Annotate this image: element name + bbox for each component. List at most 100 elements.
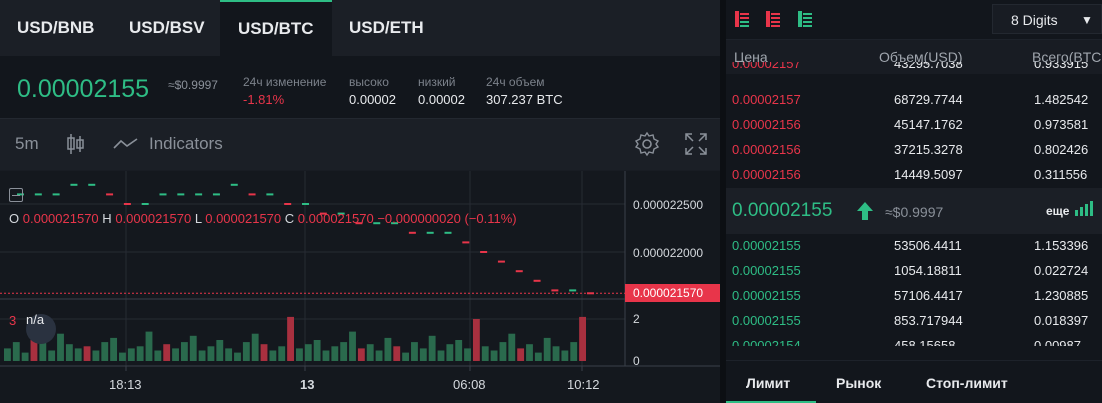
price-candle bbox=[17, 193, 24, 196]
volume-bar bbox=[30, 335, 38, 361]
volume-bar bbox=[375, 350, 383, 361]
panel-divider[interactable] bbox=[720, 0, 726, 403]
more-link[interactable]: еще bbox=[1046, 204, 1070, 218]
interval-button[interactable]: 5m bbox=[15, 134, 39, 153]
settings-icon[interactable] bbox=[634, 131, 660, 162]
ask-row[interactable]: 0.00002156 14449.5097 0.311556 bbox=[726, 163, 1102, 188]
price-candle bbox=[248, 193, 256, 196]
price-candle bbox=[587, 292, 594, 295]
bid-row[interactable]: 0.00002155 853.717944 0.018397 bbox=[726, 309, 1102, 334]
volume-bar bbox=[570, 342, 578, 361]
chart-toolbar: 5m Indicators bbox=[0, 118, 720, 170]
orderbook-toolbar: 8 Digits ▼ bbox=[726, 0, 1102, 40]
orderbook-bids-icon[interactable] bbox=[798, 11, 812, 27]
ask-row[interactable]: 0.00002156 45147.1762 0.973581 bbox=[726, 113, 1102, 138]
candle-type-icon[interactable] bbox=[66, 132, 86, 161]
bid-row[interactable]: 0.00002154 458.15658 0.00987 bbox=[726, 334, 1102, 346]
volume-bar bbox=[48, 350, 56, 361]
orderbook-both-icon[interactable] bbox=[735, 11, 749, 27]
volume-bar bbox=[101, 342, 109, 361]
volume-bar bbox=[419, 348, 427, 361]
volume-bar bbox=[411, 342, 418, 361]
ask-row[interactable]: 0.00002157 43295.7038 0.933915 bbox=[726, 62, 1102, 76]
volume-bar bbox=[428, 335, 436, 361]
price-candle bbox=[159, 193, 167, 196]
col-volume: Объем(USD) bbox=[879, 49, 963, 65]
ask-volume: 68729.7744 bbox=[894, 92, 963, 107]
bid-total: 0.022724 bbox=[1034, 263, 1089, 278]
bid-row[interactable]: 0.00002155 57106.4417 1.230885 bbox=[726, 284, 1102, 309]
volume-bar bbox=[216, 340, 224, 361]
x-axis-label: 06:08 bbox=[453, 377, 486, 392]
collapse-legend-button[interactable] bbox=[9, 188, 23, 202]
signal-bars-icon[interactable] bbox=[1075, 200, 1097, 221]
ask-price: 0.00002157 bbox=[732, 62, 801, 71]
volume-bar bbox=[366, 344, 374, 361]
price-candle bbox=[355, 222, 363, 225]
fullscreen-icon[interactable] bbox=[684, 132, 708, 161]
price-candle bbox=[212, 193, 220, 196]
price-candle bbox=[88, 183, 96, 186]
volume-bar bbox=[446, 344, 454, 361]
stat-low: низкий 0.00002 bbox=[418, 75, 465, 107]
bid-price: 0.00002155 bbox=[732, 288, 801, 303]
tab-limit[interactable]: Лимит bbox=[746, 375, 791, 391]
price-candle bbox=[34, 193, 42, 196]
volume-bar bbox=[304, 344, 312, 361]
indicators-icon[interactable] bbox=[113, 137, 139, 156]
low-label: низкий bbox=[418, 75, 456, 89]
volume-bar bbox=[154, 350, 162, 361]
bid-row[interactable]: 0.00002155 53506.4411 1.153396 bbox=[726, 234, 1102, 259]
bid-total: 1.153396 bbox=[1034, 238, 1089, 253]
tab-stop-limit[interactable]: Стоп-лимит bbox=[926, 375, 1008, 391]
volume-bar bbox=[331, 346, 339, 361]
volume-bar bbox=[21, 352, 29, 361]
price-candle bbox=[569, 289, 577, 292]
stat-volume: 24ч объем 307.237 BTC bbox=[486, 75, 563, 107]
ohlc-h-value: 0.000021570 bbox=[115, 211, 192, 226]
volume-value: 307.237 BTC bbox=[486, 92, 563, 107]
volume-bar bbox=[207, 346, 215, 361]
ohlc-c-value: 0.000021570 bbox=[297, 211, 374, 226]
price-candle bbox=[373, 222, 381, 225]
ask-row[interactable]: 0.00002156 37215.3278 0.802426 bbox=[726, 138, 1102, 163]
digits-select[interactable]: 8 Digits ▼ bbox=[992, 4, 1102, 34]
volume-bar bbox=[278, 346, 286, 361]
orderbook-asks-icon[interactable] bbox=[766, 11, 780, 27]
digits-select-value: 8 Digits bbox=[1011, 12, 1058, 28]
volume-bar bbox=[39, 340, 47, 361]
price-chart[interactable]: O 0.000021570 H 0.000021570 L 0.00002157… bbox=[0, 171, 720, 403]
col-total: Всего(BTC bbox=[1032, 49, 1102, 65]
volume-bar bbox=[172, 348, 179, 361]
volume-bar bbox=[145, 331, 153, 361]
ask-price: 0.00002157 bbox=[732, 92, 801, 107]
price-candle bbox=[551, 289, 559, 292]
bid-total: 1.230885 bbox=[1034, 288, 1089, 303]
indicators-button[interactable]: Indicators bbox=[149, 134, 223, 153]
volume-bar bbox=[251, 333, 259, 361]
ohlc-h-label: H bbox=[102, 211, 112, 226]
volume-bar bbox=[464, 348, 471, 361]
col-price: Цена bbox=[734, 49, 768, 65]
tab-usd-bnb[interactable]: USD/BNB bbox=[17, 18, 95, 37]
volume-bar bbox=[65, 344, 73, 361]
volume-bar bbox=[402, 352, 410, 361]
tab-usd-btc[interactable]: USD/BTC bbox=[220, 0, 332, 56]
volume-bar bbox=[313, 340, 321, 361]
tab-usd-eth[interactable]: USD/ETH bbox=[349, 18, 424, 37]
volume-bar bbox=[127, 348, 135, 361]
volume-bar bbox=[526, 344, 533, 361]
volume-na-text: n/a bbox=[26, 312, 45, 327]
chart-canvas[interactable] bbox=[0, 171, 720, 403]
price-candle bbox=[426, 231, 434, 234]
volume-bar bbox=[437, 350, 445, 361]
ask-row[interactable]: 0.00002157 68729.7744 1.482542 bbox=[726, 88, 1102, 113]
tab-market[interactable]: Рынок bbox=[836, 375, 882, 391]
bid-row[interactable]: 0.00002155 1054.18811 0.022724 bbox=[726, 259, 1102, 284]
bid-total: 0.018397 bbox=[1034, 313, 1089, 328]
orderbook-panel: 8 Digits ▼ Цена Объем(USD) Всего(BTC 0.0… bbox=[726, 0, 1102, 403]
tab-usd-bsv[interactable]: USD/BSV bbox=[129, 18, 205, 37]
volume-bar bbox=[499, 342, 507, 361]
bid-volume: 1054.18811 bbox=[894, 263, 962, 278]
